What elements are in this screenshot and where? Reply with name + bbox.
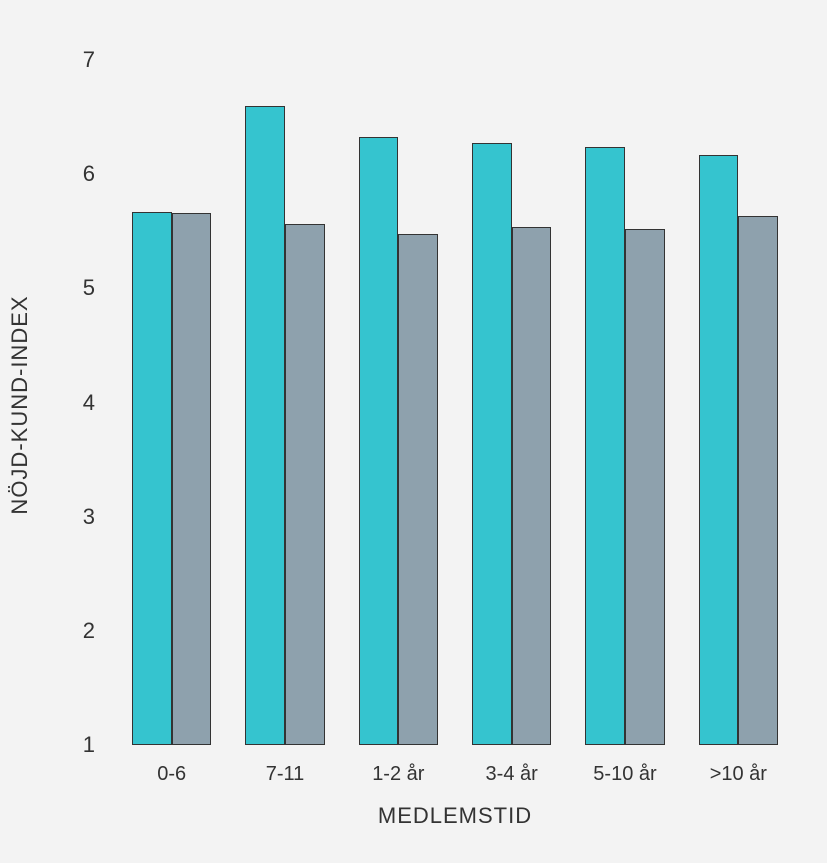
bar-series-b xyxy=(738,216,778,745)
y-tick-label: 4 xyxy=(55,390,95,416)
bar-series-a xyxy=(359,137,399,746)
x-tick-label: >10 år xyxy=(682,763,795,786)
bar-series-a xyxy=(699,155,739,745)
bar-series-b xyxy=(285,224,325,745)
y-tick-label: 1 xyxy=(55,732,95,758)
x-tick-label: 3-4 år xyxy=(455,763,568,786)
bar-series-a xyxy=(585,147,625,745)
bar-series-b xyxy=(172,213,212,745)
bar-chart: 1 2 3 4 5 6 7 0-67-111-2 år3-4 år5-10 år>10 år… xyxy=(0,0,827,863)
x-tick-label: 5-10 år xyxy=(568,763,681,786)
y-tick-label: 2 xyxy=(55,618,95,644)
y-tick-label: 5 xyxy=(55,275,95,301)
y-tick-label: 3 xyxy=(55,504,95,530)
x-tick-label: 1-2 år xyxy=(342,763,455,786)
bar-series-a xyxy=(472,143,512,745)
plot-area xyxy=(115,60,795,745)
bar-series-b xyxy=(625,229,665,745)
bar-series-a xyxy=(245,106,285,745)
x-axis-title: MEDLEMSTID xyxy=(115,803,795,829)
y-axis-title: NÖJD-KUND-INDEX xyxy=(7,255,33,555)
y-tick-label: 7 xyxy=(55,47,95,73)
bar-series-b xyxy=(512,227,552,745)
x-tick-label: 0-6 xyxy=(115,763,228,786)
x-tick-label: 7-11 xyxy=(228,763,341,786)
bar-series-b xyxy=(398,234,438,745)
y-tick-label: 6 xyxy=(55,161,95,187)
bar-series-a xyxy=(132,212,172,745)
